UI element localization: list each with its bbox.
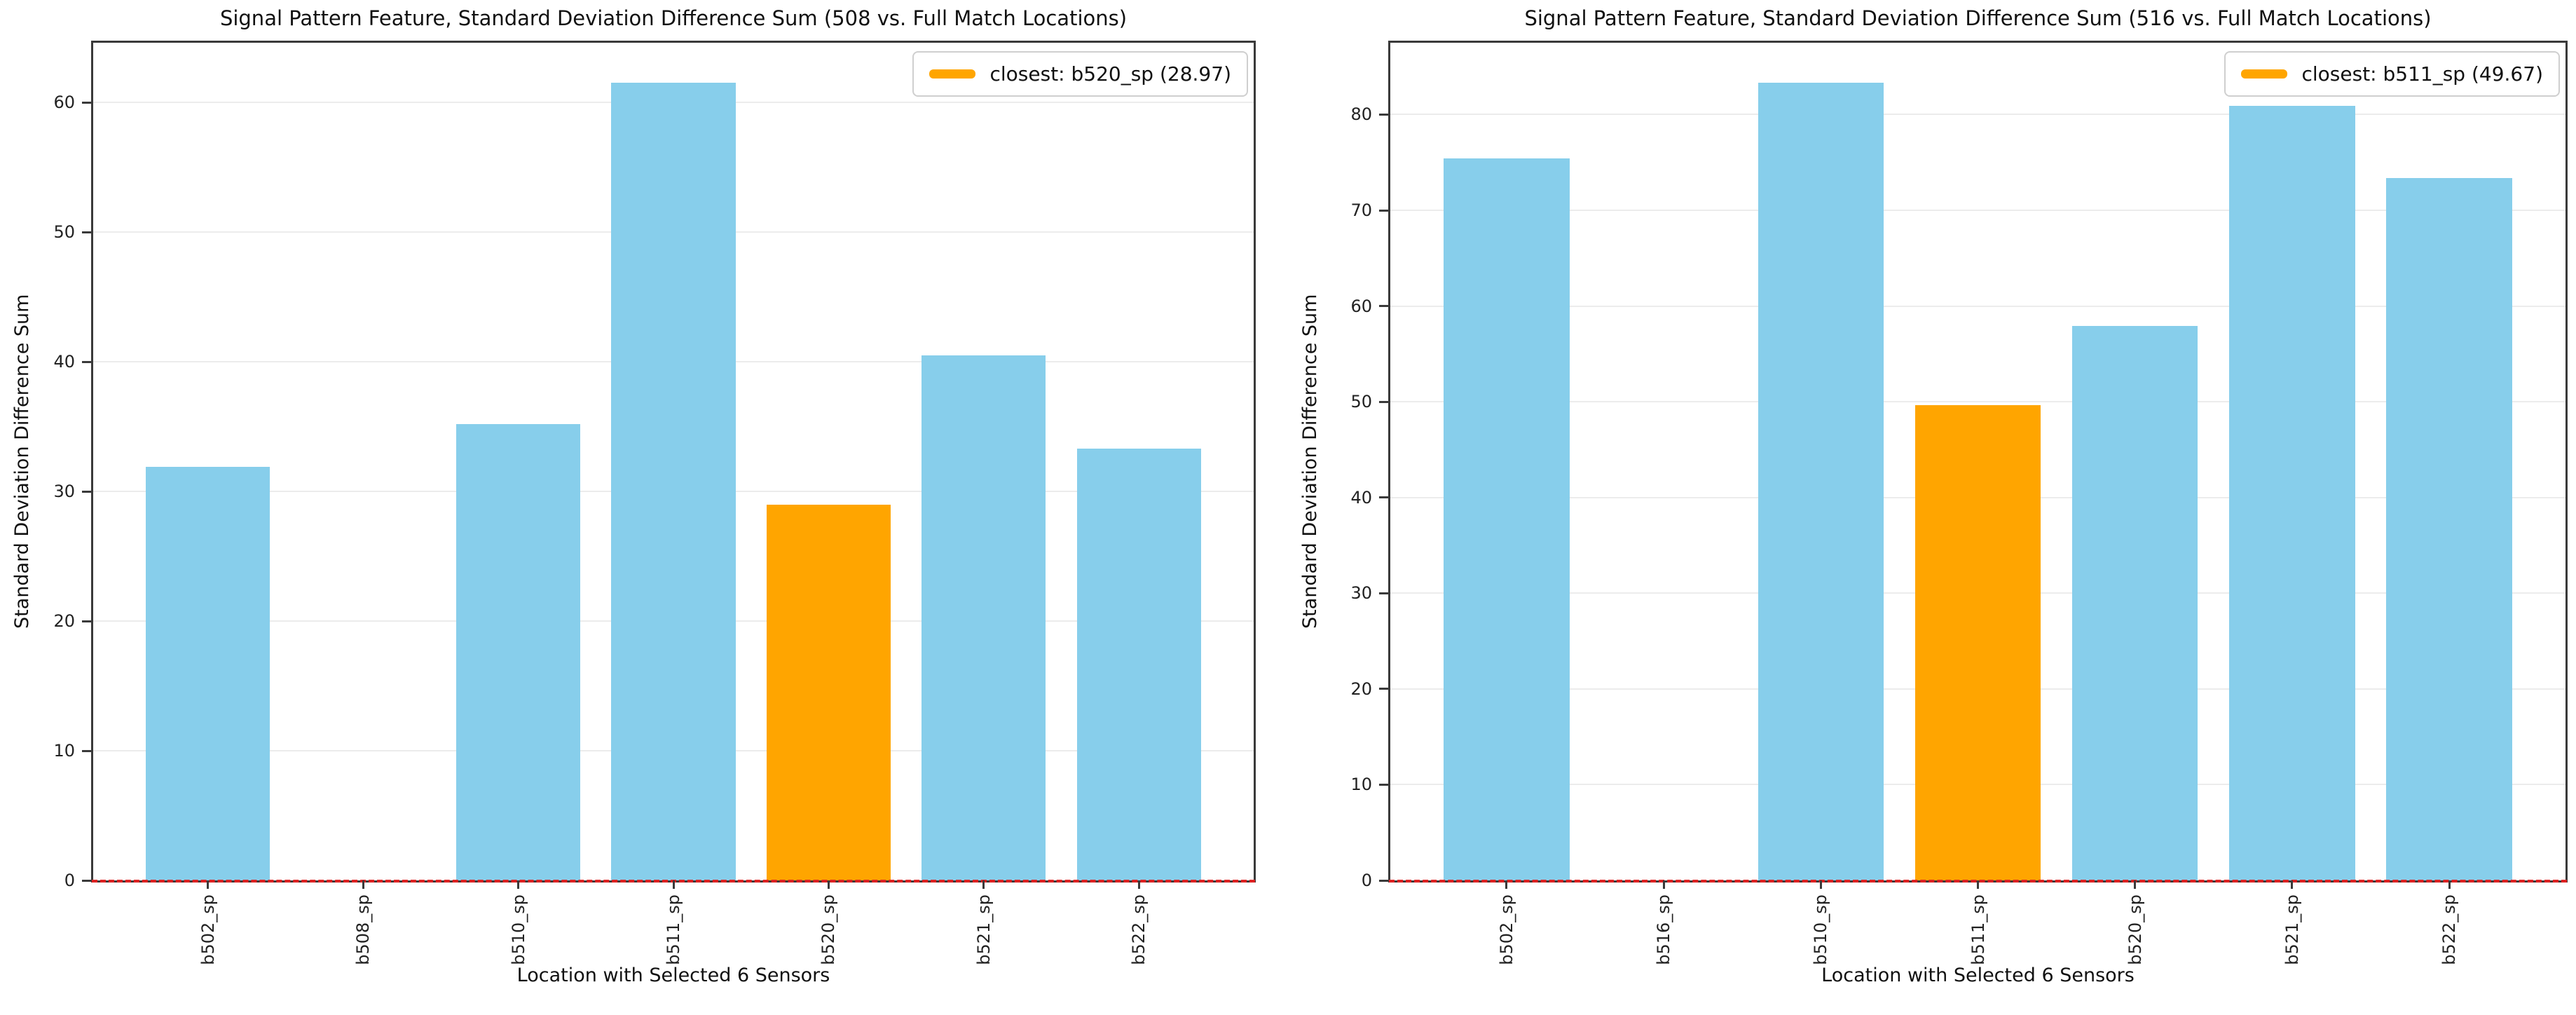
plot-area: closest: b520_sp (28.97) 0 10 20 30 40 50 60 b5…	[53, 41, 1256, 965]
y-tick-mark-70	[1379, 209, 1388, 212]
y-tick-label-20: 20	[53, 611, 75, 632]
gridline-y-50	[1390, 401, 2565, 403]
legend-label: closest: b520_sp (28.97)	[989, 62, 1231, 86]
bar-b521_sp	[922, 355, 1046, 880]
gridline-y-60	[1390, 305, 2565, 307]
chart-panel-516: Signal Pattern Feature, Standard Deviati…	[1288, 0, 2576, 1015]
x-tick-mark-b522_sp	[2448, 880, 2451, 889]
x-tick-mark-b502_sp	[1505, 880, 1508, 889]
plot-area: closest: b511_sp (49.67) 0 10 20 30 40 50 60 70…	[1350, 41, 2568, 965]
bar-b522_sp	[2386, 177, 2512, 880]
y-tick-label-30: 30	[1350, 583, 1372, 604]
x-tick-label-b502_sp: b502_sp	[198, 894, 218, 965]
x-tick-label-b520_sp: b520_sp	[2125, 894, 2145, 965]
bar-b511_sp	[611, 83, 736, 880]
bar-b511_sp	[1914, 404, 2041, 880]
bar-b502_sp	[1444, 158, 1570, 880]
plot-canvas	[93, 43, 1254, 880]
x-tick-mark-b511_sp	[1977, 880, 1979, 889]
x-tick-mark-b510_sp	[517, 880, 520, 889]
y-tick-label-20: 20	[1350, 679, 1372, 699]
x-tick-label-b511_sp: b511_sp	[664, 894, 683, 965]
x-axis-label: Location with Selected 6 Sensors	[516, 965, 830, 986]
y-tick-label-50: 50	[1350, 392, 1372, 412]
bar-b520_sp	[2072, 326, 2198, 880]
x-tick-mark-b520_sp	[2134, 880, 2137, 889]
y-tick-mark-10	[82, 749, 91, 752]
gridline-y-70	[1390, 210, 2565, 211]
gridline-y-80	[1390, 114, 2565, 116]
x-tick-mark-b511_sp	[672, 880, 675, 889]
legend-label: closest: b511_sp (49.67)	[2301, 62, 2543, 86]
chart-panel-508: Signal Pattern Feature, Standard Deviati…	[11, 6, 1256, 986]
y-tick-label-10: 10	[53, 741, 75, 761]
y-tick-label-70: 70	[1350, 200, 1372, 220]
x-tick-mark-b520_sp	[827, 880, 830, 889]
y-tick-label-80: 80	[1350, 104, 1372, 125]
y-tick-label-30: 30	[53, 482, 75, 502]
x-axis-label: Location with Selected 6 Sensors	[1821, 965, 2135, 986]
y-tick-mark-20	[1379, 688, 1388, 690]
bar-b520_sp	[766, 505, 891, 880]
x-tick-mark-b508_sp	[362, 880, 364, 889]
y-tick-mark-50	[1379, 400, 1388, 403]
x-tick-label-b522_sp: b522_sp	[2439, 894, 2460, 965]
y-tick-mark-40	[82, 360, 91, 363]
y-tick-label-0: 0	[64, 871, 75, 890]
y-tick-label-40: 40	[1350, 487, 1372, 507]
x-tick-label-b511_sp: b511_sp	[1968, 894, 1988, 965]
y-tick-label-60: 60	[53, 93, 75, 113]
x-tick-mark-b521_sp	[2291, 880, 2294, 889]
y-tick-mark-20	[82, 620, 91, 622]
x-tick-mark-b522_sp	[1137, 880, 1140, 889]
bar-b510_sp	[456, 423, 581, 880]
chart-title: Signal Pattern Feature, Standard Deviati…	[1524, 6, 2432, 30]
bar-b510_sp	[1758, 83, 1884, 880]
y-axis-label: Standard Deviation Difference Sum	[1299, 294, 1321, 629]
y-tick-mark-50	[82, 231, 91, 233]
x-tick-label-b508_sp: b508_sp	[353, 894, 374, 965]
y-tick-mark-60	[82, 101, 91, 104]
legend: closest: b520_sp (28.97)	[912, 51, 1248, 97]
x-tick-label-b510_sp: b510_sp	[508, 894, 528, 965]
x-tick-mark-b516_sp	[1662, 880, 1665, 889]
y-tick-label-40: 40	[53, 352, 75, 372]
legend-swatch-orange	[2241, 69, 2288, 79]
x-tick-label-b522_sp: b522_sp	[1129, 894, 1149, 965]
y-tick-mark-30	[82, 490, 91, 493]
y-tick-mark-80	[1379, 113, 1388, 116]
x-tick-label-b521_sp: b521_sp	[2282, 894, 2302, 965]
bar-b522_sp	[1076, 449, 1201, 880]
bar-b502_sp	[146, 466, 270, 880]
y-tick-label-50: 50	[53, 222, 75, 243]
x-tick-label-b521_sp: b521_sp	[973, 894, 994, 965]
legend: closest: b511_sp (49.67)	[2224, 51, 2560, 97]
x-tick-label-b520_sp: b520_sp	[818, 894, 839, 965]
y-tick-mark-0	[1379, 879, 1388, 882]
y-tick-mark-0	[82, 879, 91, 882]
plot-canvas	[1390, 43, 2565, 880]
chart-title: Signal Pattern Feature, Standard Deviati…	[219, 6, 1128, 30]
bar-b521_sp	[2229, 106, 2355, 880]
y-tick-label-60: 60	[1350, 296, 1372, 316]
y-tick-label-10: 10	[1350, 775, 1372, 795]
y-tick-label-0: 0	[1361, 871, 1372, 890]
x-tick-mark-b502_sp	[207, 880, 210, 889]
x-tick-label-b510_sp: b510_sp	[1811, 894, 1831, 965]
y-tick-mark-30	[1379, 592, 1388, 594]
y-tick-mark-10	[1379, 783, 1388, 786]
x-tick-mark-b521_sp	[982, 880, 985, 889]
x-tick-label-b502_sp: b502_sp	[1496, 894, 1516, 965]
y-tick-mark-40	[1379, 496, 1388, 499]
y-tick-mark-60	[1379, 305, 1388, 308]
x-tick-mark-b510_sp	[1819, 880, 1822, 889]
legend-swatch-orange	[929, 69, 976, 79]
x-tick-label-b516_sp: b516_sp	[1654, 894, 1674, 965]
